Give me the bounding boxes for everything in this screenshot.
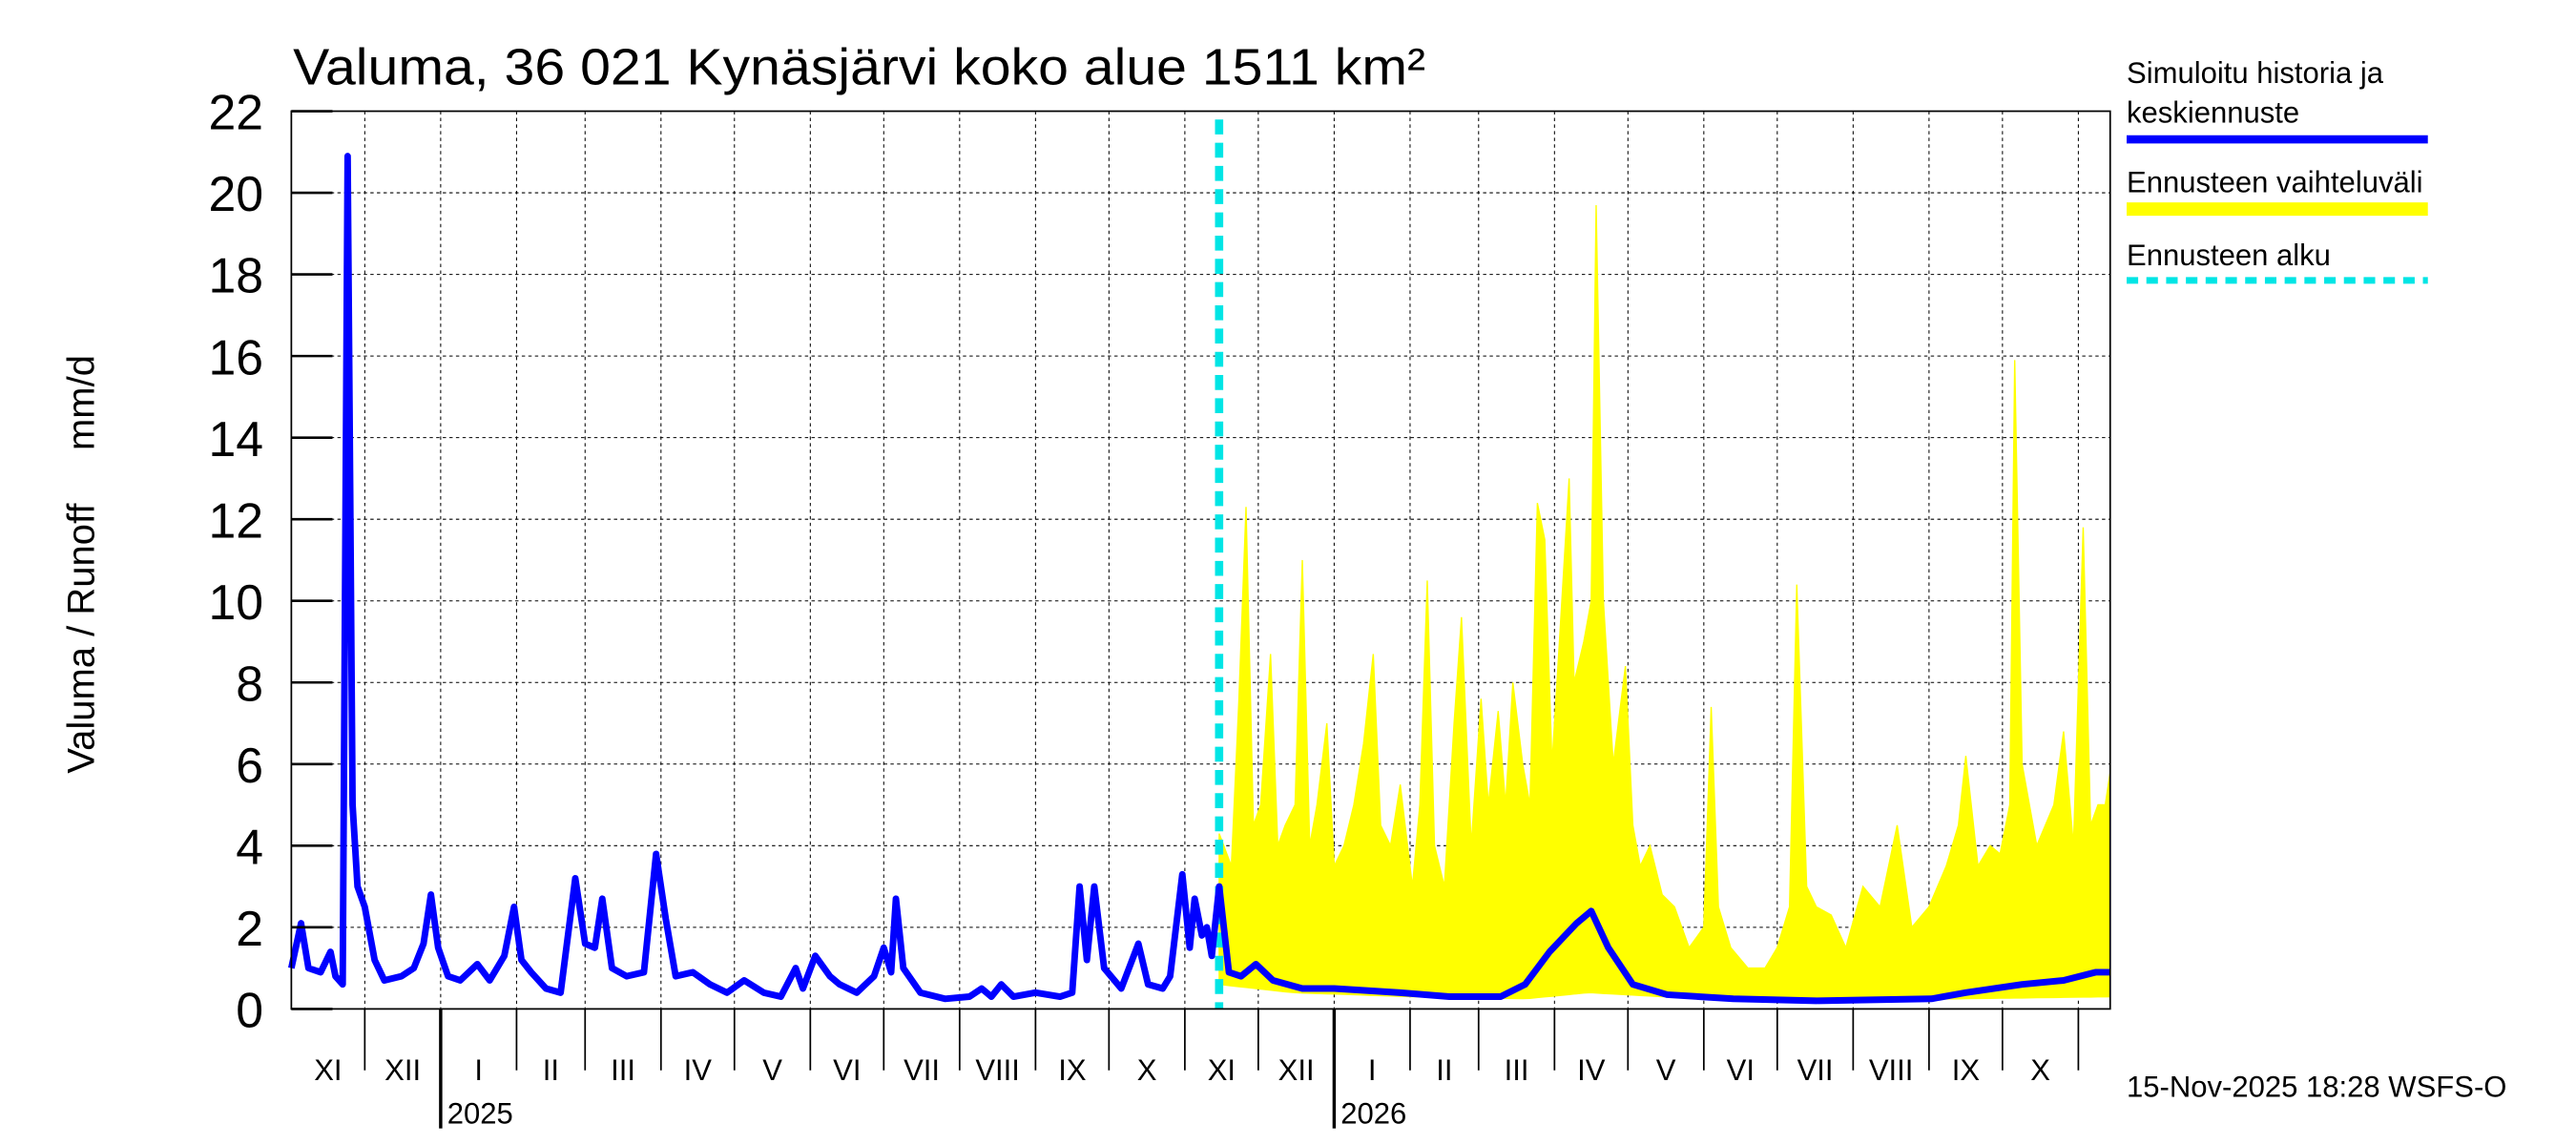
month-label: IX — [1058, 1053, 1087, 1087]
month-label: XII — [1278, 1053, 1315, 1087]
plot-frame — [290, 110, 2111, 1010]
chart-title: Valuma, 36 021 Kynäsjärvi koko alue 1511… — [293, 39, 1425, 96]
legend-label-forecast-start: Ennusteen alku — [2127, 239, 2331, 272]
y-tick-label: 0 — [236, 983, 263, 1038]
year-label: 2025 — [447, 1096, 513, 1130]
month-label: I — [1368, 1053, 1377, 1087]
month-label: I — [474, 1053, 483, 1087]
y-tick-label: 10 — [208, 575, 263, 631]
y-tick-label: 16 — [208, 330, 263, 385]
month-label: X — [2030, 1053, 2050, 1087]
month-label: II — [543, 1053, 559, 1087]
month-label: IV — [684, 1053, 713, 1087]
y-tick-label: 6 — [236, 739, 263, 794]
y-tick-label: 22 — [208, 85, 263, 140]
month-label: VII — [1797, 1053, 1834, 1087]
month-label: III — [611, 1053, 635, 1087]
legend-label-range: Ennusteen vaihteluväli — [2127, 166, 2423, 199]
month-label: V — [762, 1053, 782, 1087]
y-tick-label: 14 — [208, 412, 263, 468]
y-tick-label: 18 — [208, 249, 263, 304]
month-label: IV — [1577, 1053, 1606, 1087]
month-label: VII — [904, 1053, 940, 1087]
legend-label-history-1: Simuloitu historia ja — [2127, 56, 2384, 90]
forecast-range-area — [1218, 204, 2111, 1002]
month-label: XII — [384, 1053, 421, 1087]
y-tick-label: 12 — [208, 493, 263, 549]
y-tick-label: 2 — [236, 902, 263, 957]
month-label: X — [1137, 1053, 1157, 1087]
month-label: IX — [1952, 1053, 1981, 1087]
month-label: III — [1505, 1053, 1529, 1087]
month-label: VI — [1727, 1053, 1755, 1087]
y-tick-label: 20 — [208, 167, 263, 222]
month-label: V — [1656, 1053, 1676, 1087]
timestamp-footer: 15-Nov-2025 18:28 WSFS-O — [2127, 1070, 2506, 1103]
month-label: XI — [1208, 1053, 1236, 1087]
y-tick-label: 4 — [236, 820, 263, 875]
legend-label-history-2: keskiennuste — [2127, 96, 2299, 130]
month-label: VIII — [975, 1053, 1020, 1087]
month-label: XI — [314, 1053, 342, 1087]
year-label: 2026 — [1340, 1096, 1406, 1130]
y-axis-label: Valuma / Runoff mm/d — [60, 355, 102, 774]
history-and-median-forecast-line — [287, 153, 2110, 1005]
legend: Simuloitu historia ja keskiennuste Ennus… — [2127, 56, 2428, 284]
month-label: VI — [833, 1053, 861, 1087]
month-label: VIII — [1869, 1053, 1914, 1087]
month-label: II — [1436, 1053, 1452, 1087]
y-tick-label: 8 — [236, 656, 263, 712]
